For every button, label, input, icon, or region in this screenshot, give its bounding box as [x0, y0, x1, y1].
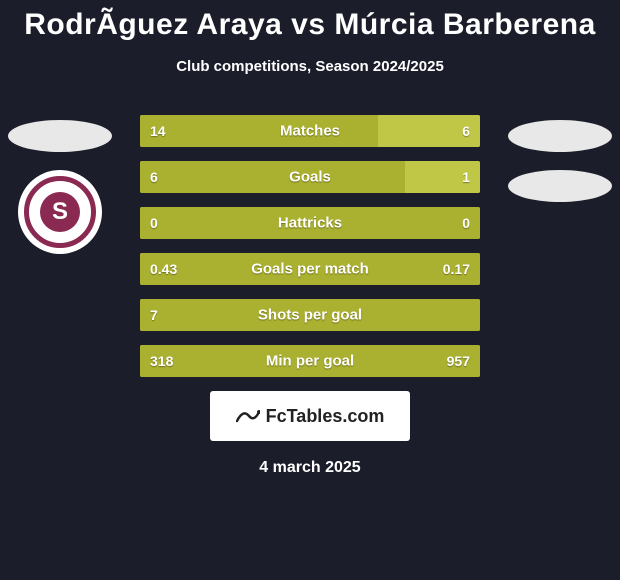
- stat-value-right: 0.17: [443, 261, 470, 277]
- fctables-logo-icon: [236, 407, 260, 425]
- stat-value-right: 1: [462, 169, 470, 185]
- branding-text: FcTables.com: [266, 406, 385, 427]
- stat-value-left: 6: [150, 169, 158, 185]
- page-subtitle: Club competitions, Season 2024/2025: [0, 58, 620, 75]
- right-silhouette-icon-2: [508, 170, 612, 202]
- stat-row: 0 Hattricks 0: [140, 207, 480, 239]
- left-silhouette-icon: [8, 120, 112, 152]
- stat-value-right: 0: [462, 215, 470, 231]
- stat-value-left: 0: [150, 215, 158, 231]
- stat-row: 318 Min per goal 957: [140, 345, 480, 377]
- stat-value-right: 957: [447, 353, 470, 369]
- stat-value-left: 318: [150, 353, 173, 369]
- left-club-badge-icon: S: [18, 170, 102, 254]
- date-text: 4 march 2025: [0, 459, 620, 477]
- stat-row: 6 Goals 1: [140, 161, 480, 193]
- stat-label: Shots per goal: [258, 307, 362, 324]
- stat-label: Goals per match: [251, 261, 369, 278]
- stat-value-left: 0.43: [150, 261, 177, 277]
- stat-label: Hattricks: [278, 215, 342, 232]
- right-team-column: [500, 120, 620, 202]
- right-silhouette-icon-1: [508, 120, 612, 152]
- stat-value-left: 14: [150, 123, 166, 139]
- stat-value-right: 6: [462, 123, 470, 139]
- stats-bars: 14 Matches 6 6 Goals 1 0 Hattricks 0 0.43 Goals pe…: [140, 115, 480, 377]
- stat-left-fill: [140, 161, 405, 193]
- left-team-column: S: [0, 120, 120, 254]
- stat-row: 14 Matches 6: [140, 115, 480, 147]
- stat-row: 0.43 Goals per match 0.17: [140, 253, 480, 285]
- stat-value-left: 7: [150, 307, 158, 323]
- stat-label: Goals: [289, 169, 331, 186]
- stat-row: 7 Shots per goal: [140, 299, 480, 331]
- stat-left-fill: [140, 115, 378, 147]
- stat-label: Matches: [280, 123, 340, 140]
- stat-label: Min per goal: [266, 353, 354, 370]
- page-title: RodrÃ­guez Araya vs Múrcia Barberena: [0, 0, 620, 42]
- branding-badge: FcTables.com: [210, 391, 410, 441]
